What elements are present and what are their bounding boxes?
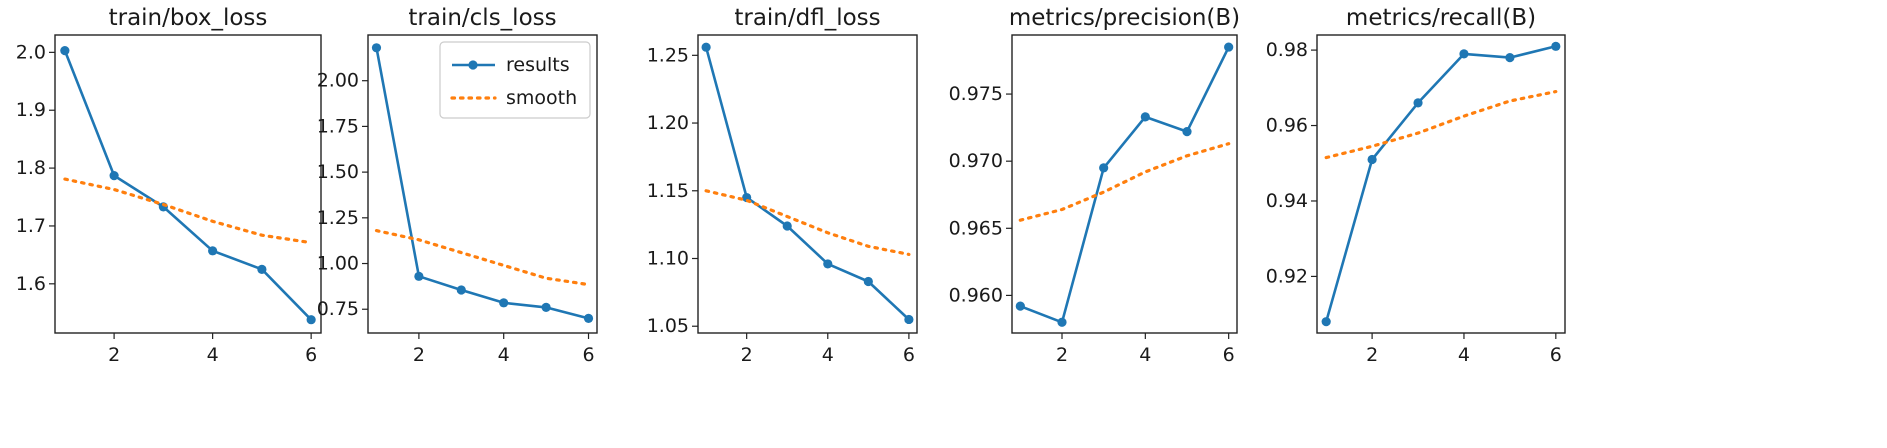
x-tick-label: 4: [822, 344, 834, 366]
data-point-results: [414, 271, 424, 281]
data-point-results: [823, 259, 833, 269]
y-tick-label: 0.98: [1266, 39, 1308, 61]
y-tick-label: 0.94: [1266, 190, 1308, 212]
legend: results smooth: [439, 41, 591, 119]
data-point-results: [1140, 112, 1150, 122]
x-tick-label: 6: [305, 344, 317, 366]
y-tick-label: 1.9: [16, 99, 46, 121]
data-point-results: [1224, 42, 1234, 52]
chart-title: train/box_loss: [109, 5, 268, 31]
x-tick-label: 6: [582, 344, 594, 366]
data-point-results: [456, 285, 466, 295]
plot-frame: [1011, 34, 1238, 334]
x-tick-label: 4: [498, 344, 510, 366]
y-tick-label: 1.7: [16, 215, 46, 237]
legend-label-results: results: [506, 54, 570, 76]
data-point-results: [306, 315, 316, 325]
data-point-results: [541, 302, 551, 313]
x-tick-label: 4: [207, 344, 219, 366]
series-line-smooth: [374, 229, 591, 287]
plot-frame: [1316, 34, 1566, 334]
y-tick-label: 0.75: [317, 298, 359, 320]
y-tick-label: 0.96: [1266, 115, 1308, 137]
series-line-smooth: [63, 177, 313, 245]
series-line-smooth: [1324, 89, 1558, 160]
chart-panel-3: train/dfl_loss 1.05 1.10 1.15 1.20 1.25 2 4 6: [647, 5, 918, 366]
data-point-results: [60, 46, 70, 56]
x-tick-label: 4: [1458, 344, 1470, 366]
y-tick-label: 0.975: [949, 83, 1003, 105]
x-tick-label: 6: [1550, 344, 1562, 366]
data-point-results: [1459, 49, 1469, 59]
chart-panel-4: metrics/precision(B) 0.960 0.965 0.970 0.975…: [949, 5, 1241, 366]
x-tick-label: 2: [1056, 344, 1068, 366]
data-point-results: [1057, 317, 1067, 327]
y-tick-label: 1.20: [647, 112, 689, 134]
x-tick-label: 6: [903, 344, 915, 366]
chart-title: metrics/recall(B): [1346, 5, 1536, 31]
plot-frame: [54, 34, 322, 334]
x-tick-label: 2: [108, 344, 120, 366]
y-tick-label: 0.965: [949, 217, 1003, 239]
y-tick-label: 0.970: [949, 150, 1003, 172]
data-point-results: [583, 313, 594, 323]
chart-title: metrics/precision(B): [1009, 5, 1240, 31]
chart-panel-5: metrics/recall(B) 0.92 0.94 0.96 0.98 2 4 6: [1266, 5, 1566, 366]
data-point-results: [1321, 317, 1331, 327]
data-point-results: [1182, 127, 1192, 137]
y-tick-label: 0.960: [949, 284, 1003, 306]
x-tick-label: 6: [1223, 344, 1235, 366]
data-point-results: [1367, 154, 1377, 165]
series-line-smooth: [704, 189, 911, 256]
chart-title: train/dfl_loss: [734, 5, 880, 31]
y-tick-label: 1.05: [647, 315, 689, 337]
data-point-results: [109, 171, 119, 181]
series-line-results: [704, 46, 910, 321]
data-point-results: [1413, 98, 1423, 108]
x-tick-label: 2: [413, 344, 425, 366]
y-tick-label: 1.50: [317, 161, 359, 183]
legend-label-smooth: smooth: [506, 87, 577, 109]
y-tick-label: 2.0: [16, 41, 46, 63]
data-point-results: [782, 221, 792, 231]
x-tick-label: 2: [1366, 344, 1378, 366]
plot-frame: [697, 34, 918, 334]
chart-panel-2: train/cls_loss 0.75 1.00 1.25 1.50 1.75 2.00 2 4…: [317, 5, 598, 366]
data-point-results: [371, 43, 382, 53]
y-tick-label: 0.92: [1266, 265, 1308, 287]
y-tick-label: 1.8: [16, 157, 46, 179]
data-point-results: [863, 276, 873, 287]
data-point-results: [1505, 53, 1515, 63]
series-line-results: [63, 50, 313, 321]
series-line-results: [1324, 45, 1557, 323]
data-point-results: [499, 298, 509, 308]
data-point-results: [257, 264, 267, 274]
y-tick-label: 1.00: [317, 253, 359, 275]
data-point-results: [701, 42, 711, 52]
data-point-results: [1551, 41, 1561, 51]
series-line-results: [1019, 46, 1230, 324]
y-tick-label: 1.75: [317, 115, 359, 137]
series-line-smooth: [1018, 142, 1231, 222]
y-tick-label: 1.15: [647, 180, 689, 202]
chart-title: train/cls_loss: [408, 5, 556, 31]
data-point-results: [904, 314, 914, 325]
y-tick-label: 1.6: [16, 273, 46, 295]
chart-panel-1: train/box_loss 1.6 1.7 1.8 1.9 2.0 2 4 6: [16, 5, 322, 366]
data-point-results: [208, 246, 218, 256]
data-point-results: [1099, 163, 1109, 173]
y-tick-label: 2.00: [317, 70, 359, 92]
y-tick-label: 1.10: [647, 248, 689, 270]
legend-marker-results: [468, 60, 478, 70]
data-point-results: [1015, 301, 1025, 311]
plot-frame: [367, 34, 598, 334]
y-tick-label: 1.25: [647, 44, 689, 66]
x-tick-label: 4: [1139, 344, 1151, 366]
x-tick-label: 2: [741, 344, 753, 366]
y-tick-label: 1.25: [317, 207, 359, 229]
